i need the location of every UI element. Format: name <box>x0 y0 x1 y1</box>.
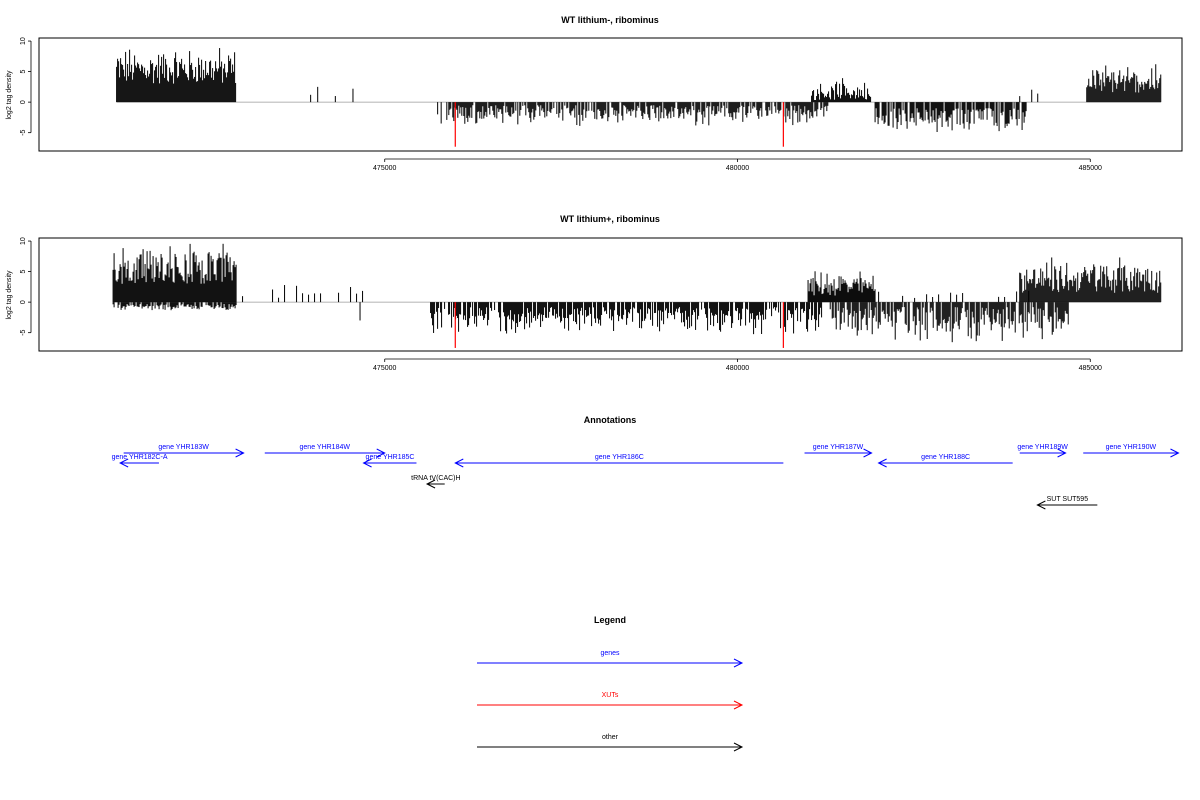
y-axis-label: log2 tag density <box>6 270 13 320</box>
feature-arrow: gene YHR190W <box>1083 444 1180 458</box>
feature-label: tRNA tV(CAC)H <box>411 475 460 482</box>
feature-label: gene YHR186C <box>595 454 644 461</box>
panel-title: WT lithium-, ribominus <box>561 15 659 25</box>
feature-label: gene YHR182C-A <box>112 454 168 461</box>
feature-label: SUT SUT595 <box>1047 496 1089 503</box>
legend: Legend genes XUTs other <box>477 615 744 752</box>
y-tick-label: 0 <box>20 100 27 104</box>
feature-arrow: gene YHR185C <box>362 454 417 468</box>
feature-label: gene YHR184W <box>300 444 351 451</box>
feature-arrow: SUT SUT595 <box>1036 496 1098 510</box>
x-tick-label: 485000 <box>1079 365 1102 372</box>
track-panel-lithium-minus: WT lithium-, ribominus log2 tag density … <box>6 15 1183 172</box>
x-tick-label: 475000 <box>373 165 396 172</box>
x-tick-label: 480000 <box>726 165 749 172</box>
feature-label: gene YHR189W <box>1017 444 1068 451</box>
y-tick-label: 0 <box>20 300 27 304</box>
track-panel-lithium-plus: WT lithium+, ribominus log2 tag density … <box>6 214 1183 372</box>
y-tick-label: 10 <box>20 237 27 245</box>
feature-arrow: tRNA tV(CAC)H <box>411 475 461 489</box>
legend-items: genes XUTs other <box>477 650 744 752</box>
feature-label: gene YHR190W <box>1106 444 1157 451</box>
y-axis: -5 0 5 10 <box>20 37 32 136</box>
legend-label: other <box>602 734 619 741</box>
legend-label: genes <box>600 650 620 657</box>
x-tick-label: 480000 <box>726 365 749 372</box>
y-tick-label: -5 <box>20 329 27 335</box>
feature-arrow: gene YHR183W <box>123 444 245 458</box>
feature-layer: gene YHR183W gene YHR182C-A gene YHR184W ge… <box>112 444 1180 510</box>
annotations-title: Annotations <box>584 415 637 425</box>
feature-arrow: gene YHR182C-A <box>112 454 168 468</box>
y-tick-label: -5 <box>20 129 27 135</box>
legend-item-other: other <box>477 734 744 752</box>
feature-arrow: gene YHR188C <box>877 454 1013 468</box>
plot-frame <box>38 237 1183 352</box>
y-tick-label: 5 <box>20 70 27 74</box>
bar-layer <box>116 48 1162 147</box>
feature-arrow: gene YHR184W <box>264 444 386 458</box>
x-axis: 475000 480000 485000 <box>373 158 1102 172</box>
y-axis-label: log2 tag density <box>6 70 13 120</box>
legend-label: XUTs <box>602 692 619 699</box>
y-tick-label: 10 <box>20 37 27 45</box>
bar-layer <box>112 243 1162 348</box>
legend-item-gene: genes <box>477 650 744 668</box>
feature-arrow: gene YHR189W <box>1017 444 1068 458</box>
feature-label: gene YHR183W <box>158 444 209 451</box>
legend-title: Legend <box>594 615 626 625</box>
x-tick-label: 485000 <box>1079 165 1102 172</box>
x-tick-label: 475000 <box>373 365 396 372</box>
feature-label: gene YHR188C <box>921 454 970 461</box>
feature-arrow: gene YHR187W <box>804 444 873 458</box>
x-axis: 475000 480000 485000 <box>373 358 1102 372</box>
panel-title: WT lithium+, ribominus <box>560 214 660 224</box>
feature-arrow: gene YHR186C <box>454 454 784 468</box>
feature-label: gene YHR187W <box>813 444 864 451</box>
legend-item-xut: XUTs <box>477 692 744 710</box>
plot-frame <box>38 37 1183 152</box>
y-axis: -5 0 5 10 <box>20 237 32 336</box>
feature-label: gene YHR185C <box>366 454 415 461</box>
y-tick-label: 5 <box>20 270 27 274</box>
